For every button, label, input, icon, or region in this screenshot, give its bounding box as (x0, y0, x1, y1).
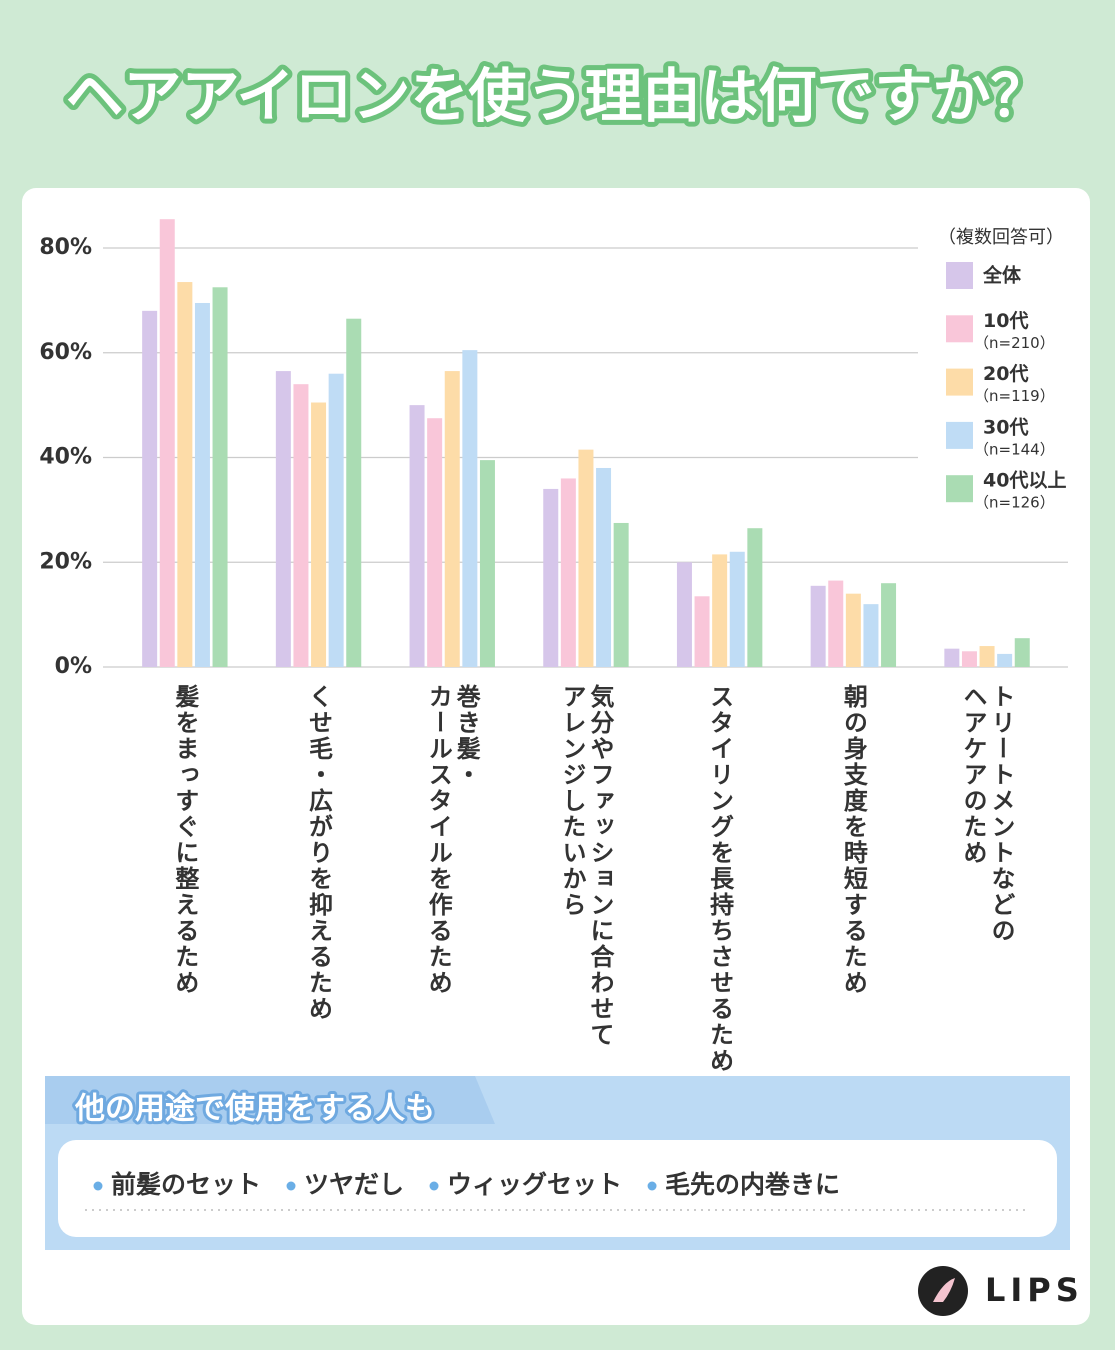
bar (479, 460, 495, 667)
bar (944, 648, 960, 667)
bar (311, 402, 327, 667)
bar (881, 583, 897, 667)
extras-item: ウィッグセット (447, 1170, 622, 1199)
bar (747, 528, 763, 667)
brand: LIPS (985, 1271, 1084, 1309)
bar (1014, 638, 1030, 667)
bar (560, 478, 576, 667)
bar (961, 651, 977, 667)
x-tick-label: トリートメントなどの ヘアケアのため (959, 684, 1016, 944)
legend-note: （n=210） (974, 334, 1055, 352)
bar (613, 522, 629, 667)
extras-item: 前髪のセット (111, 1170, 261, 1199)
bar (979, 646, 995, 667)
legend-bg (918, 220, 1078, 520)
legend-swatch (946, 421, 973, 449)
bar (427, 418, 443, 667)
bullet (647, 1181, 657, 1191)
bar (159, 219, 175, 667)
legend-label: 10代 (983, 310, 1028, 332)
extras-tab (45, 1076, 495, 1124)
y-tick-label: 60% (39, 340, 92, 365)
bar (810, 585, 826, 667)
bar (729, 551, 745, 667)
legend-note: （n=119） (974, 387, 1055, 405)
legend-label: 40代以上 (983, 470, 1066, 492)
bar (676, 562, 692, 667)
extras-item: ツヤだし (304, 1170, 404, 1199)
y-tick-label: 80% (39, 235, 92, 260)
extras-heading: 他の用途で使用をする人も (74, 1092, 435, 1127)
x-tick-label: スタイリングを長持ちさせるため (705, 684, 734, 1074)
bar (409, 405, 425, 667)
legend-title: （複数回答可） (938, 227, 1064, 248)
y-tick-label: 20% (39, 549, 92, 574)
bar (828, 580, 844, 667)
bar (194, 302, 210, 667)
logo-detail (933, 1278, 955, 1302)
bar (863, 604, 879, 667)
x-tick-label: 巻き髪・ カールスタイルを作るため (424, 684, 481, 996)
bullet (429, 1181, 439, 1191)
bar (543, 488, 559, 667)
legend-label: 20代 (983, 363, 1028, 385)
bar (212, 287, 228, 667)
bar (177, 282, 193, 667)
bar (328, 373, 344, 667)
title: ヘアアイロンを使う理由は何ですか？ (65, 62, 1048, 130)
y-tick-label: 0% (55, 654, 92, 679)
y-tick-label: 40% (39, 445, 92, 470)
bar (712, 554, 728, 667)
bar (462, 350, 478, 667)
bar (596, 467, 612, 667)
bullet (286, 1181, 296, 1191)
bar (293, 384, 309, 667)
bar (444, 371, 460, 667)
bar (275, 371, 291, 667)
extras-item: 毛先の内巻きに (665, 1170, 840, 1199)
bar (997, 653, 1013, 667)
legend-note: （n=126） (974, 494, 1055, 512)
extras-inner (58, 1140, 1057, 1237)
legend-swatch (946, 262, 973, 289)
bar (142, 310, 158, 667)
x-tick-label: くせ毛・広がりを抑えるため (304, 684, 333, 1022)
bar (578, 449, 594, 667)
x-tick-label: 気分やファッションに合わせて アレンジしたいから (557, 684, 614, 1048)
bar (346, 318, 362, 667)
legend-swatch (946, 475, 973, 503)
bullet (93, 1181, 103, 1191)
x-tick-label: 髪をまっすぐに整えるため (170, 684, 199, 996)
x-tick-label: 朝の身支度を時短するため (839, 684, 868, 996)
legend-label: 30代 (983, 416, 1028, 438)
bar (845, 593, 861, 667)
legend-note: （n=144） (974, 440, 1055, 458)
bar (694, 596, 710, 667)
legend-swatch (946, 368, 973, 396)
legend-swatch (946, 315, 973, 343)
legend-label: 全体 (982, 264, 1022, 287)
